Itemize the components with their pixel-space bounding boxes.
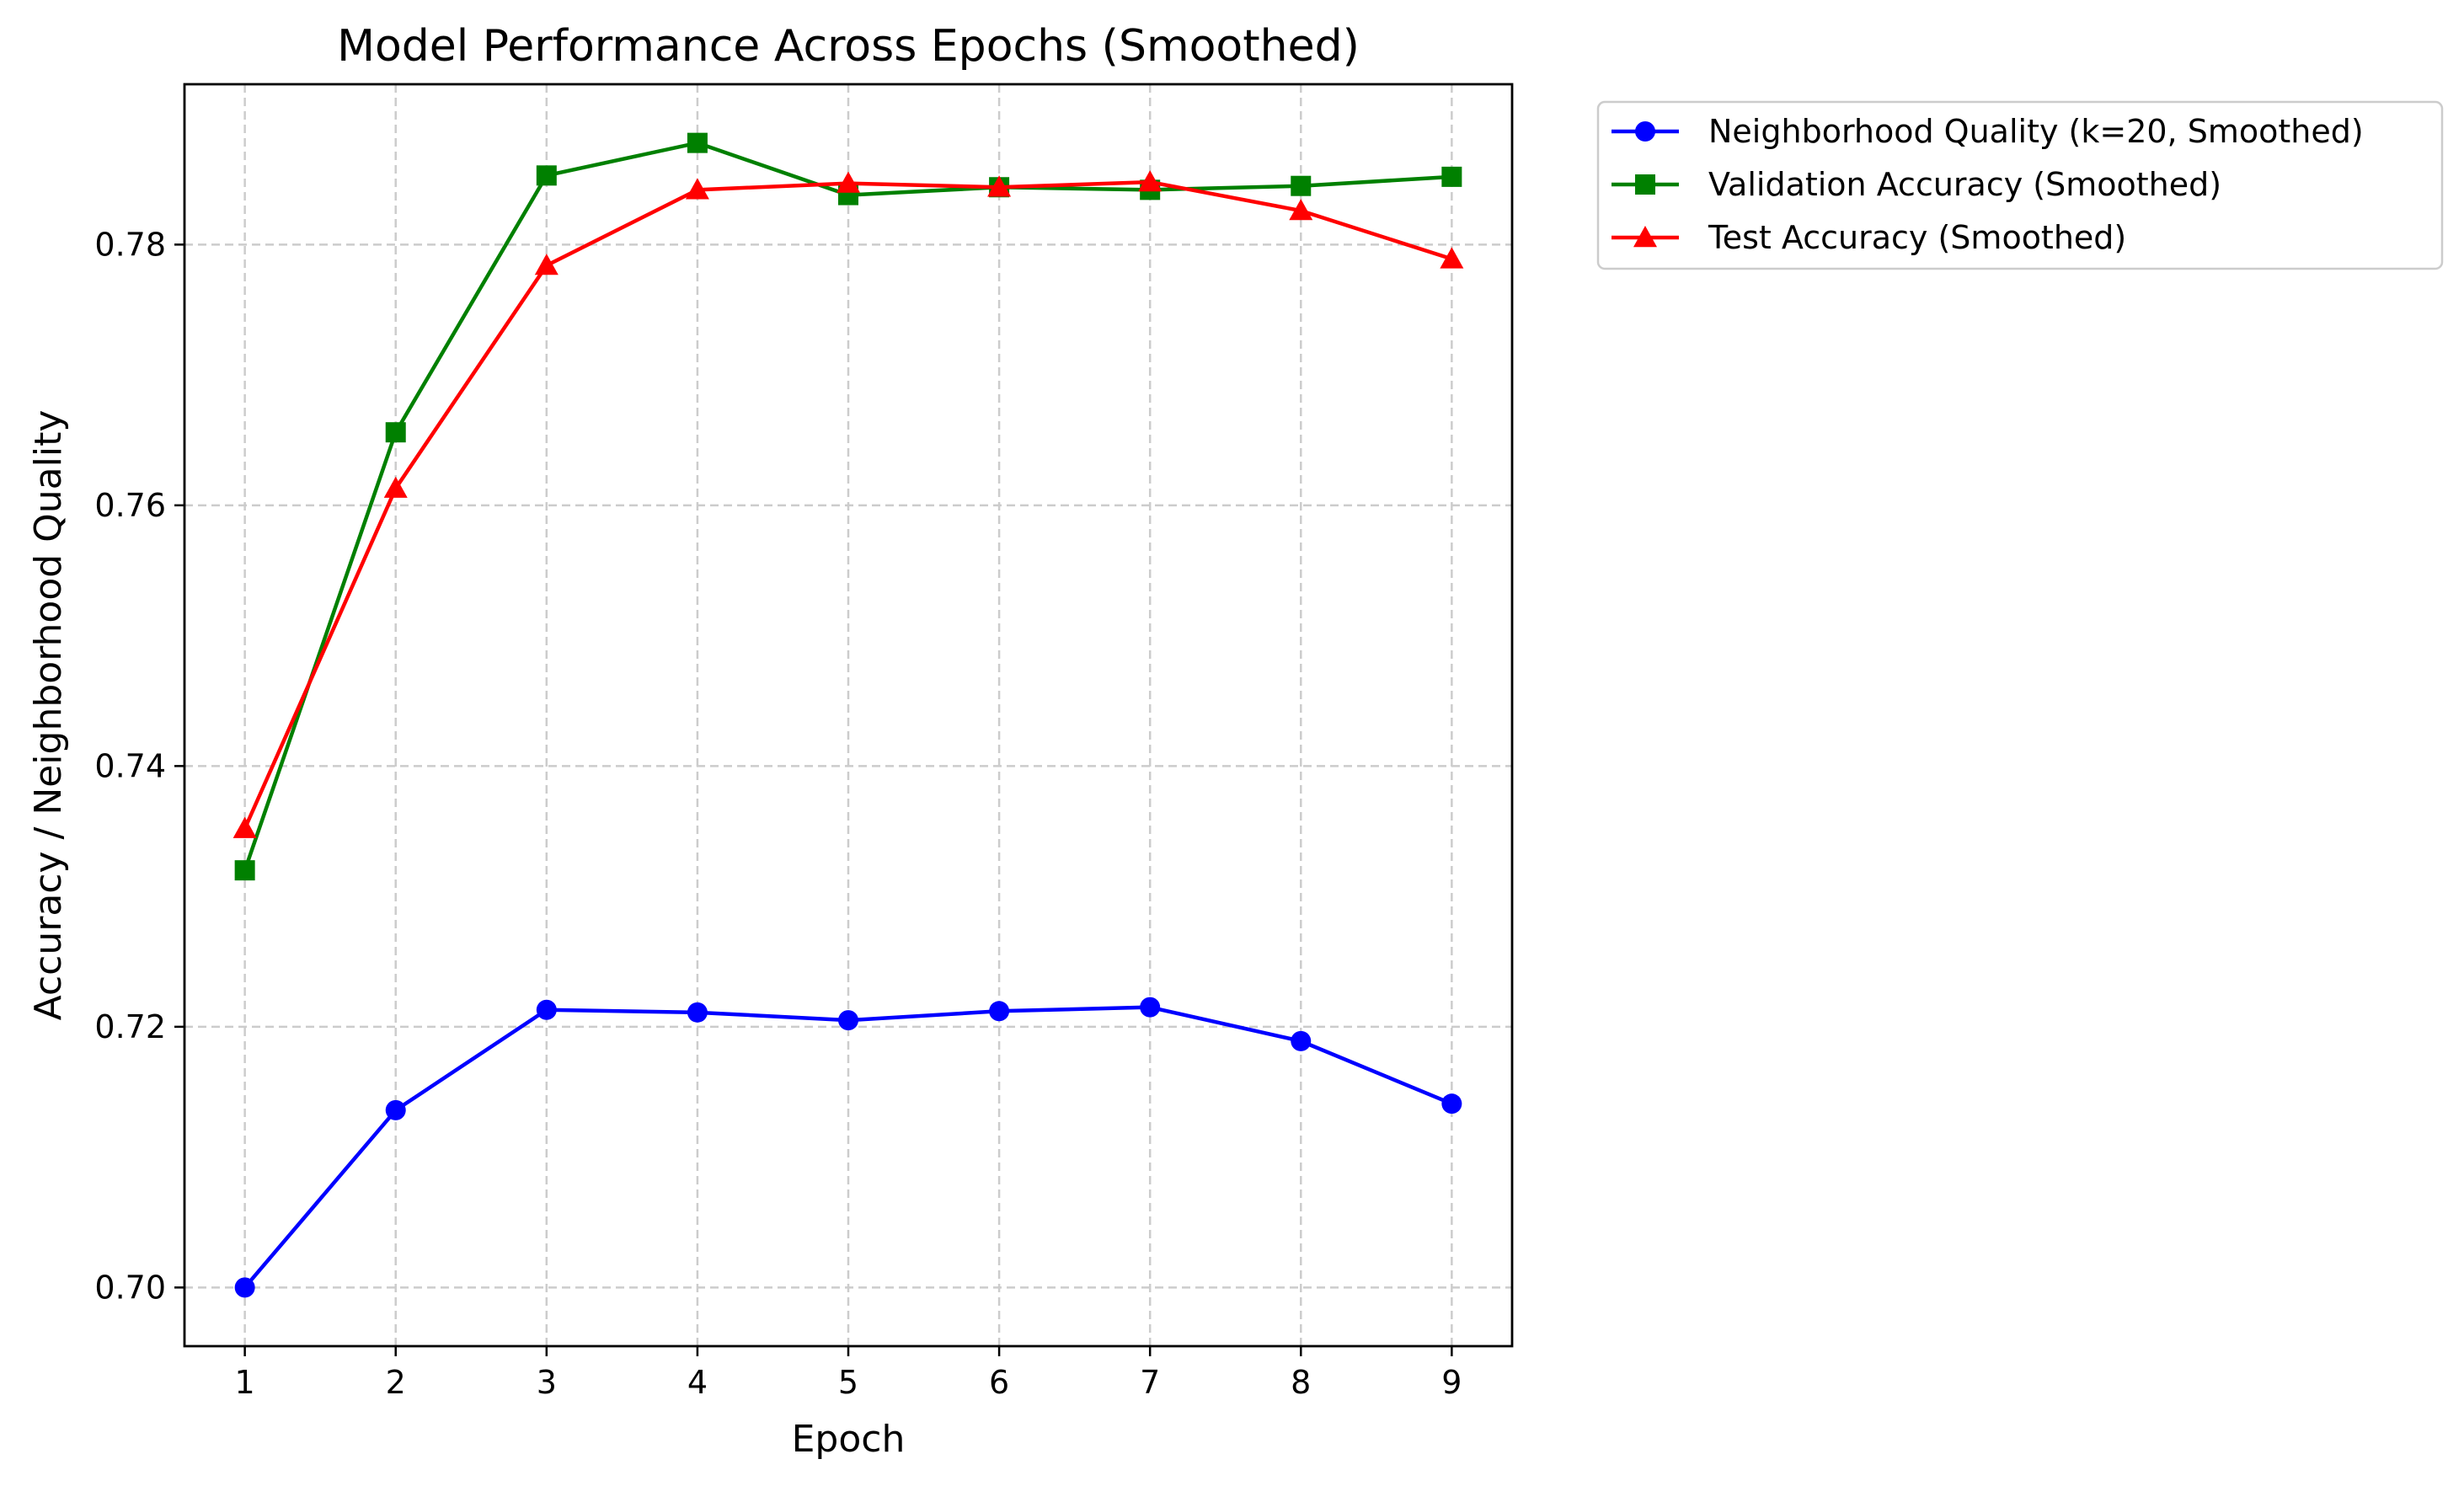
y-tick-label: 0.76 xyxy=(94,487,166,524)
data-point xyxy=(536,999,557,1020)
x-axis-label: Epoch xyxy=(792,1418,906,1461)
x-tick-label: 6 xyxy=(989,1364,1009,1401)
series-3 xyxy=(233,170,1464,838)
data-point xyxy=(233,816,257,838)
legend-marker xyxy=(1633,226,1657,248)
y-tick-label: 0.72 xyxy=(94,1008,166,1045)
data-point xyxy=(687,1002,708,1023)
data-point xyxy=(1440,247,1464,269)
y-tick-label: 0.78 xyxy=(94,226,166,263)
x-tick-label: 8 xyxy=(1291,1364,1311,1401)
axis-ticks: 1 2 3 4 5 6 7 8 9 0.70 0.72 0.74 0.76 0.78 xyxy=(94,226,1462,1401)
data-point xyxy=(1441,1093,1462,1114)
y-axis-label: Accuracy / Neighborhood Quality xyxy=(27,410,70,1021)
legend-entry: Test Accuracy (Smoothed) xyxy=(1611,219,2126,256)
legend-marker xyxy=(1635,121,1655,142)
data-point xyxy=(1291,175,1312,196)
data-point xyxy=(534,254,559,275)
y-tick-label: 0.70 xyxy=(94,1269,166,1306)
data-point xyxy=(687,132,708,153)
legend: Neighborhood Quality (k=20, Smoothed) Val… xyxy=(1596,100,2444,270)
data-point xyxy=(383,476,408,498)
data-point xyxy=(1289,199,1313,221)
data-point xyxy=(536,165,557,186)
series-layer xyxy=(233,132,1464,1298)
chart-title: Model Performance Across Epochs (Smoothe… xyxy=(337,21,1360,72)
data-point xyxy=(234,860,255,881)
data-point xyxy=(836,171,860,193)
x-tick-label: 2 xyxy=(386,1364,406,1401)
data-point xyxy=(1441,166,1462,187)
data-point xyxy=(685,178,709,200)
legend-label: Test Accuracy (Smoothed) xyxy=(1708,219,2126,256)
data-point xyxy=(1138,170,1163,192)
data-point xyxy=(987,175,1012,197)
y-tick-label: 0.74 xyxy=(94,747,166,784)
x-tick-label: 4 xyxy=(687,1364,708,1401)
x-tick-label: 1 xyxy=(235,1364,255,1401)
legend-frame xyxy=(1596,100,2444,270)
x-tick-label: 9 xyxy=(1441,1364,1462,1401)
legend-entry: Validation Accuracy (Smoothed) xyxy=(1611,166,2221,203)
data-point xyxy=(1140,997,1161,1018)
legend-label: Neighborhood Quality (k=20, Smoothed) xyxy=(1708,113,2364,150)
data-point xyxy=(385,422,406,443)
legend-marker xyxy=(1635,174,1655,195)
data-point xyxy=(385,1099,406,1120)
x-tick-label: 3 xyxy=(537,1364,557,1401)
grid xyxy=(184,84,1512,1346)
x-tick-label: 5 xyxy=(838,1364,858,1401)
legend-label: Validation Accuracy (Smoothed) xyxy=(1708,166,2221,203)
series-1 xyxy=(234,997,1462,1298)
data-point xyxy=(234,1277,255,1298)
data-point xyxy=(838,1010,858,1031)
data-point xyxy=(1291,1030,1312,1051)
x-tick-label: 7 xyxy=(1140,1364,1160,1401)
data-point xyxy=(989,1001,1010,1022)
legend-entry: Neighborhood Quality (k=20, Smoothed) xyxy=(1611,113,2364,150)
